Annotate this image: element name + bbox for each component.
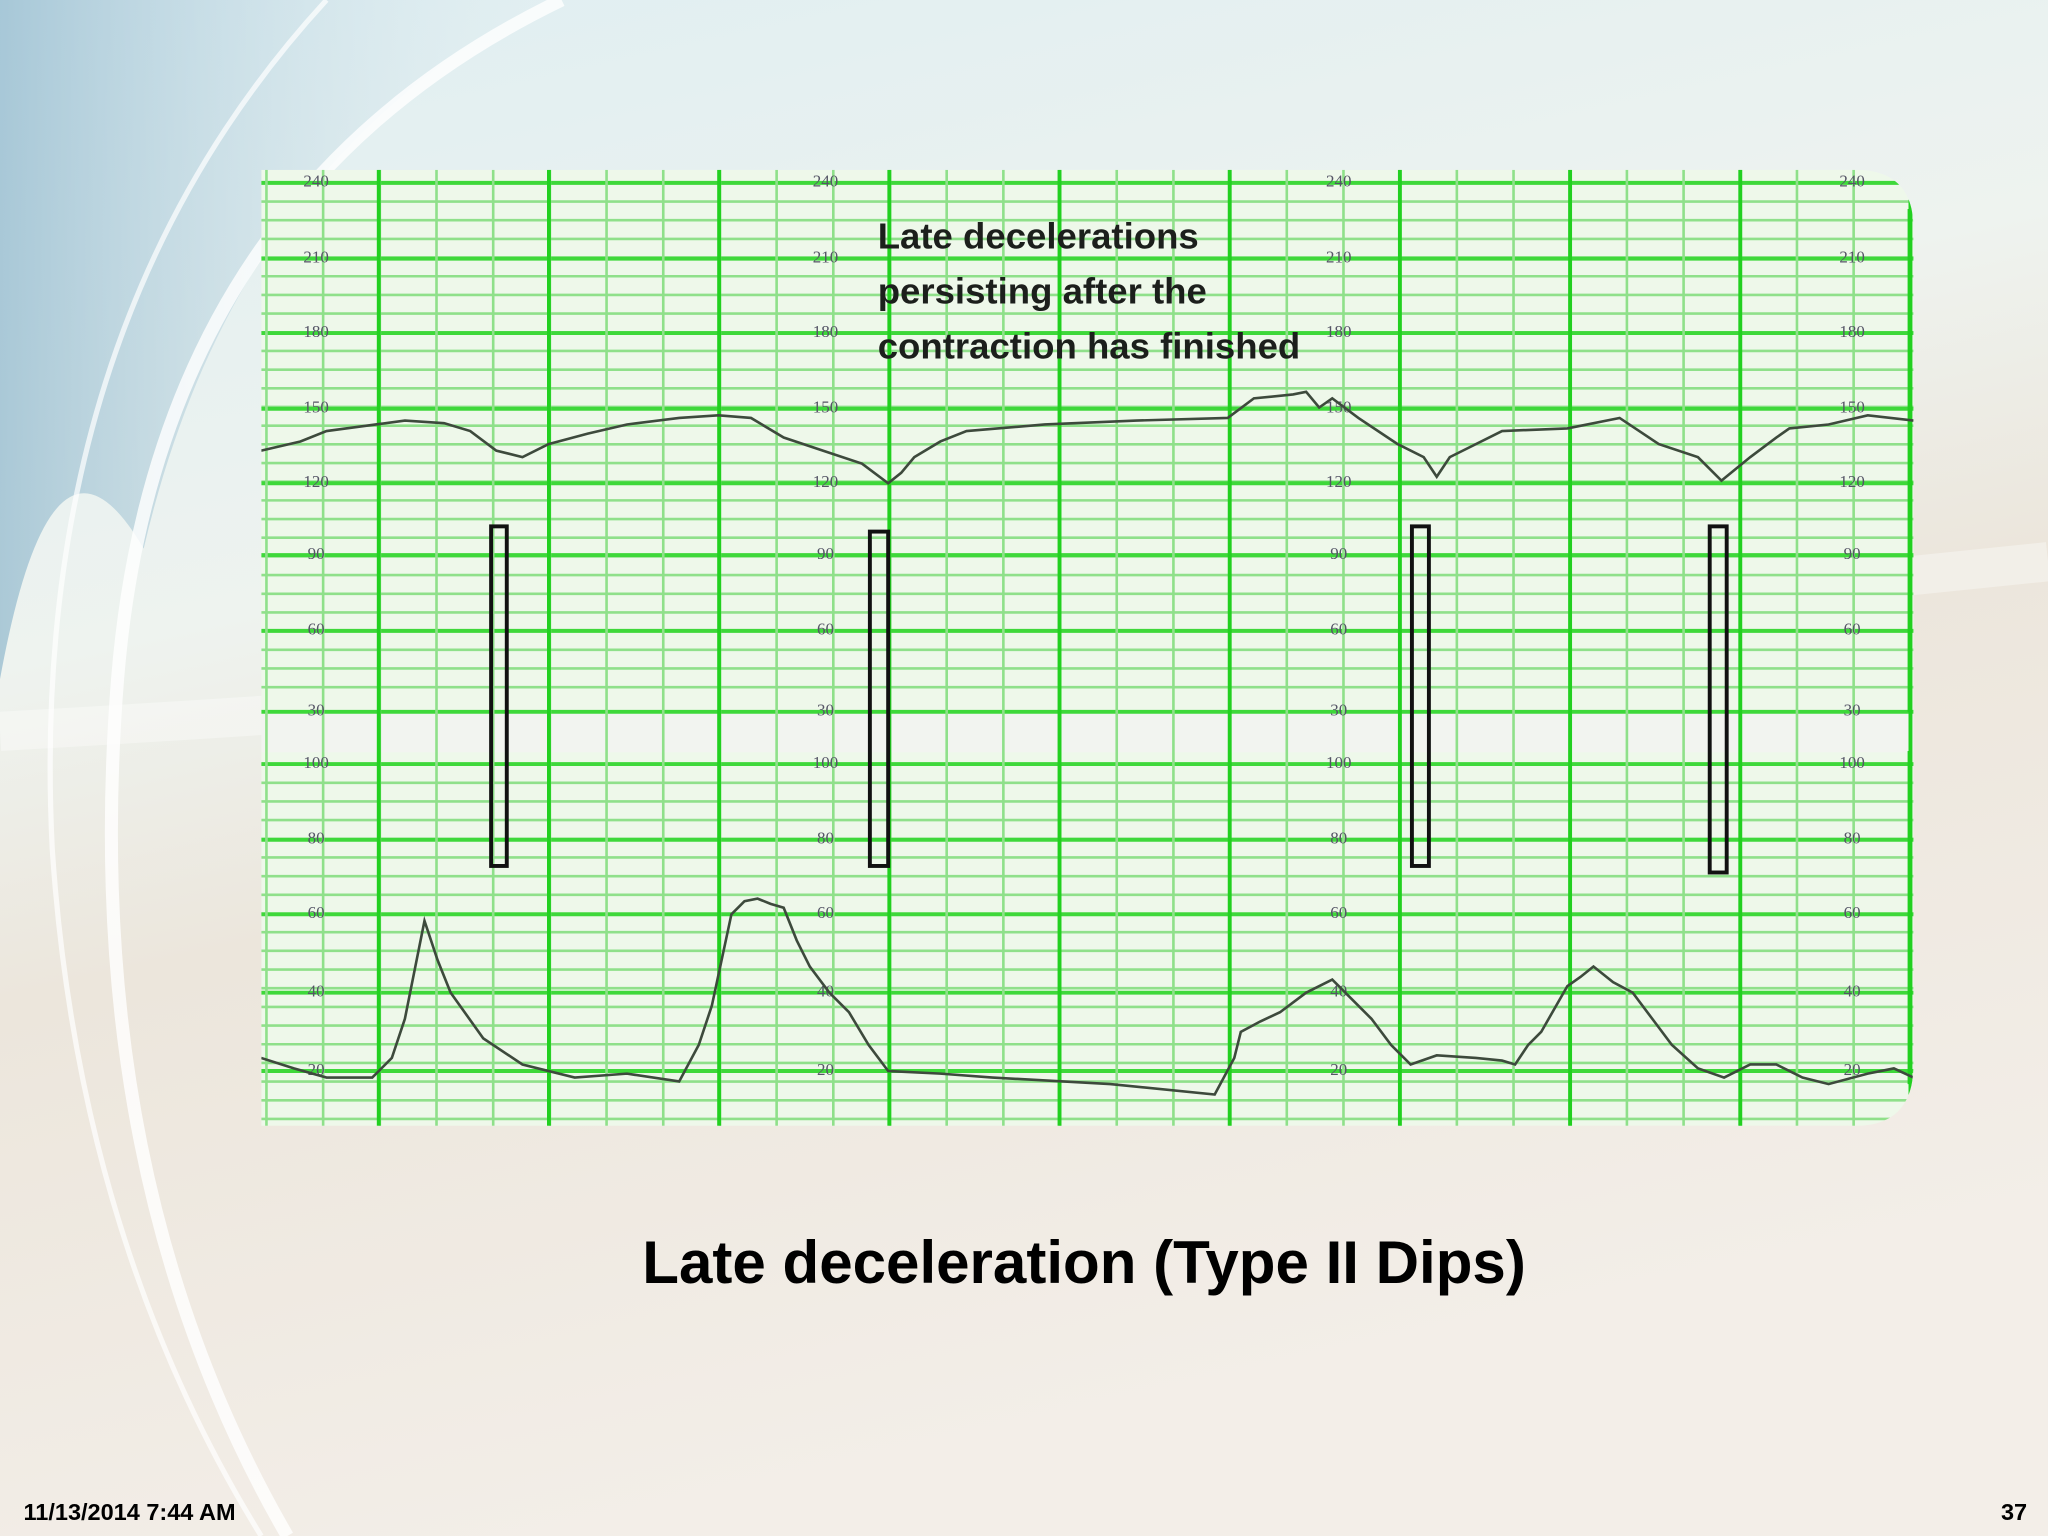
toco-scale-label: 60 (1330, 903, 1347, 922)
toco-scale-label: 80 (1844, 829, 1861, 848)
fhr-scale-label: 210 (1839, 248, 1864, 267)
fhr-scale-label: 30 (1330, 701, 1347, 720)
fhr-scale-label: 120 (1326, 472, 1351, 491)
fhr-scale-label: 120 (303, 472, 328, 491)
fhr-scale-label: 180 (1839, 322, 1864, 341)
contraction-marker (489, 524, 509, 868)
fhr-scale-label: 150 (813, 398, 838, 417)
slide-title: Late deceleration (Type II Dips) (642, 1229, 1526, 1296)
annotation-line: contraction has finished (878, 325, 1301, 366)
fhr-scale-label: 60 (817, 620, 834, 639)
contraction-trace (261, 897, 1914, 1096)
ctg-grid: 240 210 180 150 120 90 60 30 100 80 60 40 20 240 210 18… (261, 169, 1914, 1126)
fhr-scale-label: 240 (813, 172, 838, 191)
contraction-marker (1409, 524, 1431, 868)
fhr-scale-label: 180 (1326, 322, 1351, 341)
toco-scale-label: 80 (308, 829, 325, 848)
contraction-marker (867, 529, 891, 868)
fhr-scale-label: 30 (308, 701, 325, 720)
fhr-trace (261, 390, 1914, 485)
fhr-scale-label: 60 (1844, 620, 1861, 639)
fhr-scale-label: 150 (303, 398, 328, 417)
fhr-scale-label: 240 (1839, 172, 1864, 191)
fhr-scale-label: 30 (1844, 701, 1861, 720)
fhr-scale-label: 150 (1839, 398, 1864, 417)
contraction-marker (1707, 524, 1729, 875)
fhr-scale-label: 240 (303, 172, 328, 191)
fhr-scale-label: 60 (308, 620, 325, 639)
annotation-line: Late decelerations (878, 216, 1199, 257)
fhr-scale-label: 120 (1839, 472, 1864, 491)
toco-scale-label: 100 (303, 753, 328, 772)
toco-scale-label: 20 (1330, 1060, 1347, 1079)
fhr-scale-label: 180 (303, 322, 328, 341)
fhr-scale-label: 210 (303, 248, 328, 267)
ctg-figure: 240 210 180 150 120 90 60 30 100 80 60 40 20 240 210 18… (261, 169, 1914, 1126)
toco-scale-label: 80 (817, 829, 834, 848)
toco-scale-label: 100 (1839, 753, 1864, 772)
page-number: 37 (2001, 1499, 2027, 1525)
toco-scale-label: 40 (308, 982, 325, 1001)
fhr-scale-label: 60 (1330, 620, 1347, 639)
toco-scale-label: 40 (1844, 982, 1861, 1001)
fhr-scale-label: 210 (813, 248, 838, 267)
annotation-line: persisting after the (878, 271, 1207, 312)
annotation: Late decelerations persisting after the … (878, 216, 1301, 367)
toco-scale-label: 100 (1326, 753, 1351, 772)
fhr-scale-label: 180 (813, 322, 838, 341)
toco-scale-label: 60 (1844, 903, 1861, 922)
background-shape (0, 0, 549, 680)
fhr-scale-label: 90 (308, 544, 325, 563)
fhr-scale-label: 240 (1326, 172, 1351, 191)
background-arc (104, 0, 565, 1536)
ctg-paper (261, 169, 1914, 1126)
fhr-scale-label: 30 (817, 701, 834, 720)
fhr-scale-label: 90 (1330, 544, 1347, 563)
toco-scale-label: 80 (1330, 829, 1347, 848)
background-arc (47, 0, 329, 1536)
fhr-scale-label: 90 (1844, 544, 1861, 563)
fhr-scale-label: 210 (1326, 248, 1351, 267)
fhr-scale-label: 120 (813, 472, 838, 491)
slide-date: 11/13/2014 7:44 AM (24, 1499, 236, 1525)
toco-scale-label: 60 (308, 903, 325, 922)
toco-scale-label: 40 (1330, 982, 1347, 1001)
toco-scale-label: 60 (817, 903, 834, 922)
toco-scale-label: 20 (817, 1060, 834, 1079)
fhr-scale-label: 150 (1326, 398, 1351, 417)
panel-gap (261, 713, 1914, 753)
toco-scale-label: 40 (817, 982, 834, 1001)
toco-scale-label: 20 (1844, 1060, 1861, 1079)
toco-scale-label: 100 (813, 753, 838, 772)
fhr-scale-label: 90 (817, 544, 834, 563)
